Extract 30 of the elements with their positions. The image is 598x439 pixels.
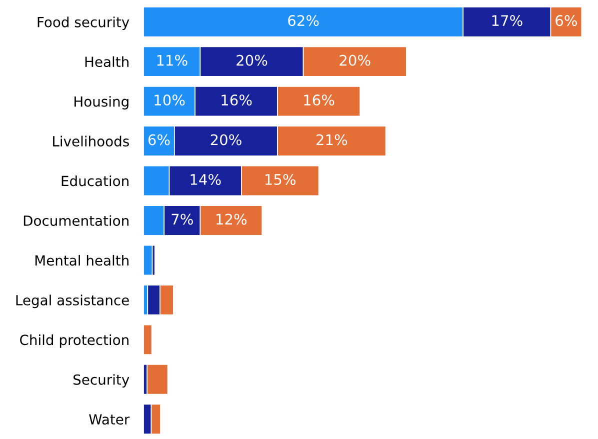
data-label: 16% [222, 94, 252, 106]
y-tick-label: Child protection [20, 334, 128, 348]
data-label: 17% [492, 15, 522, 26]
data-label: 15% [266, 174, 296, 185]
data-label: 6% [556, 15, 577, 26]
bar [146, 364, 168, 395]
data-label: 20% [340, 54, 370, 66]
data-label: 20% [210, 134, 242, 146]
bar [144, 244, 153, 276]
y-tick-label: Water [89, 414, 130, 425]
y-tick-label: Housing [74, 96, 128, 110]
y-tick-label: Education [62, 175, 128, 186]
data-label: 20% [236, 54, 268, 66]
data-label: 16% [304, 94, 334, 106]
y-tick-label: Legal assistance [16, 294, 129, 308]
data-label: 10% [154, 94, 185, 106]
y-tick-label: Security [74, 374, 130, 388]
data-label: 6% [148, 134, 170, 146]
bar [144, 324, 152, 355]
data-label: 21% [316, 134, 348, 146]
y-tick-label: Food security [38, 16, 130, 30]
data-label: 12% [216, 214, 247, 225]
data-label: 62% [288, 15, 319, 26]
y-tick-label: Livelihoods [53, 136, 129, 147]
data-label: 14% [190, 174, 221, 185]
y-tick-label: Health [85, 56, 128, 68]
y-tick-label: Documentation [24, 215, 128, 226]
data-label: 7% [172, 214, 193, 225]
y-tick-label: Mental health [35, 254, 128, 266]
data-label: 11% [157, 54, 188, 66]
